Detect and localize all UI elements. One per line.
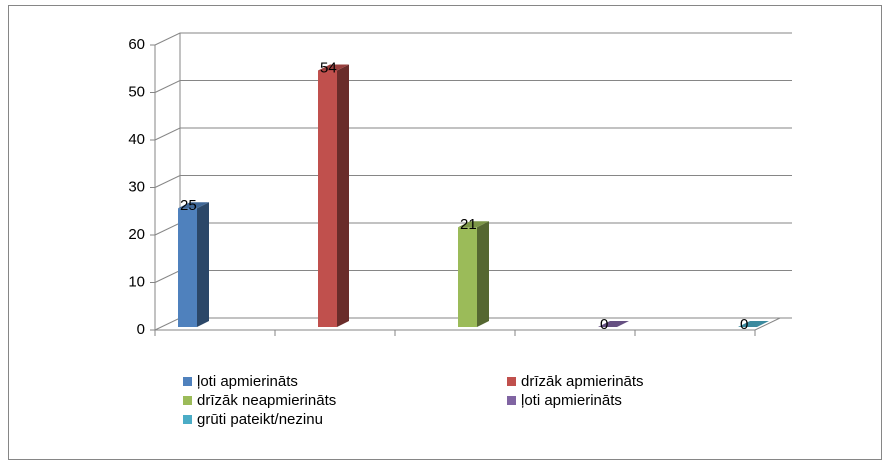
bar-side xyxy=(197,202,209,327)
data-label: 21 xyxy=(460,216,477,233)
y-tick-label: 40 xyxy=(128,131,145,148)
legend-label: ļoti apmierināts xyxy=(521,392,622,409)
legend-swatch xyxy=(507,377,516,386)
y-tick-label: 0 xyxy=(137,321,145,338)
legend-label: grūti pateikt/nezinu xyxy=(197,411,323,428)
y-tick-label: 50 xyxy=(128,83,145,100)
legend-swatch xyxy=(183,377,192,386)
bar xyxy=(458,227,477,327)
legend-label: ļoti apmierināts xyxy=(197,373,298,390)
y-tick-label: 60 xyxy=(128,36,145,53)
bar-top xyxy=(458,221,489,228)
grid-line xyxy=(154,32,792,46)
y-tick-label: 30 xyxy=(128,178,145,195)
data-label: 25 xyxy=(180,197,197,214)
y-tick-label: 20 xyxy=(128,226,145,243)
bar-top xyxy=(318,64,349,71)
grid-line xyxy=(154,80,792,93)
legend-label: drīzāk apmierināts xyxy=(521,373,644,390)
legend-swatch xyxy=(507,396,516,405)
bar-side xyxy=(337,64,349,327)
data-label: 54 xyxy=(320,59,337,76)
legend-swatch xyxy=(183,396,192,405)
floor-edge xyxy=(754,317,781,331)
y-tick-label: 10 xyxy=(128,273,145,290)
legend-swatch xyxy=(183,415,192,424)
grid-line xyxy=(154,175,792,188)
data-label: 0 xyxy=(600,316,608,333)
grid-line xyxy=(154,127,792,141)
bar-top xyxy=(178,202,209,209)
bar-top xyxy=(598,321,629,327)
bar-top xyxy=(738,321,769,327)
bar-side xyxy=(477,221,489,327)
bar xyxy=(318,70,337,327)
data-label: 0 xyxy=(740,316,748,333)
legend-label: drīzāk neapmierināts xyxy=(197,392,336,409)
chart-frame xyxy=(8,5,882,460)
bar xyxy=(178,208,197,327)
